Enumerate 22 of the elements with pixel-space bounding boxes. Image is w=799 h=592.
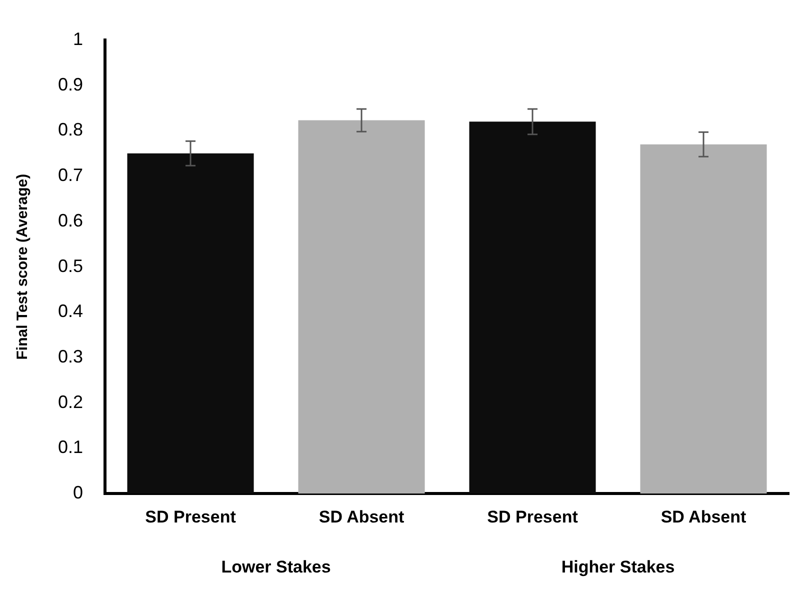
y-tick-label: 0.4 (58, 301, 84, 322)
y-tick-label: 0.7 (58, 165, 84, 186)
y-tick-label: 0.9 (58, 74, 84, 94)
y-tick-label: 0.3 (58, 346, 84, 366)
y-tick-label: 0.8 (58, 120, 84, 140)
x-tick-label: SD Absent (660, 507, 746, 526)
y-tick-label: 0.1 (58, 437, 84, 458)
y-tick-label: 0.5 (58, 256, 84, 276)
bar (298, 120, 425, 494)
x-tick-label: SD Absent (318, 507, 405, 526)
bar (469, 122, 596, 494)
x-tick-label: SD Present (145, 507, 236, 526)
bar (127, 153, 254, 494)
y-tick-label: 1 (73, 28, 84, 49)
y-tick-label: 0 (73, 482, 84, 503)
y-tick-label: 0.2 (58, 392, 84, 412)
x-tick-label: SD Present (487, 507, 578, 526)
text: Lower Stakes (221, 558, 331, 577)
bar (640, 144, 767, 494)
y-tick-label: 0.6 (58, 210, 84, 230)
text: Higher Stakes (561, 558, 675, 577)
y-axis-title: Final Test score (Average) (14, 174, 32, 360)
